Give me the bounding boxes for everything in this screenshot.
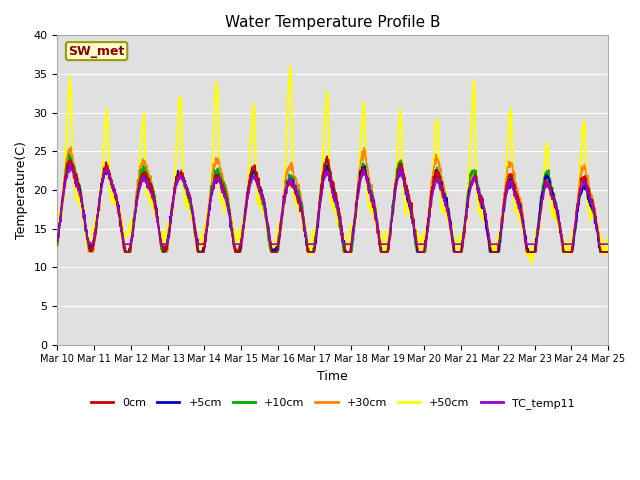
+30cm (84, 249, 92, 255)
+30cm (54, 243, 61, 249)
Title: Water Temperature Profile B: Water Temperature Profile B (225, 15, 440, 30)
0cm (54, 239, 61, 244)
+5cm (123, 249, 131, 255)
+10cm (122, 249, 129, 255)
+30cm (300, 209, 307, 215)
Line: +10cm: +10cm (58, 154, 608, 252)
Legend: 0cm, +5cm, +10cm, +30cm, +50cm, TC_temp11: 0cm, +5cm, +10cm, +30cm, +50cm, TC_temp1… (86, 394, 579, 413)
+5cm (54, 239, 61, 245)
TC_temp11 (66, 160, 74, 166)
0cm (604, 249, 612, 255)
+10cm (300, 211, 307, 217)
+10cm (54, 242, 61, 248)
0cm (287, 178, 295, 184)
+5cm (309, 249, 317, 255)
+5cm (67, 158, 74, 164)
TC_temp11 (86, 241, 94, 247)
TC_temp11 (97, 189, 104, 194)
X-axis label: Time: Time (317, 370, 348, 383)
+5cm (119, 234, 127, 240)
Y-axis label: Temperature(C): Temperature(C) (15, 141, 28, 239)
+10cm (309, 249, 317, 255)
+50cm (287, 63, 294, 69)
0cm (367, 198, 375, 204)
TC_temp11 (309, 241, 317, 247)
Line: +5cm: +5cm (58, 161, 608, 252)
+10cm (604, 249, 612, 255)
+5cm (604, 249, 612, 255)
Line: +30cm: +30cm (58, 147, 608, 252)
+30cm (119, 239, 127, 245)
TC_temp11 (54, 236, 61, 242)
Text: SW_met: SW_met (68, 45, 125, 58)
TC_temp11 (288, 176, 296, 182)
+50cm (527, 261, 535, 266)
+10cm (367, 191, 375, 197)
Line: 0cm: 0cm (58, 156, 608, 252)
+10cm (119, 239, 127, 244)
0cm (118, 234, 126, 240)
+30cm (367, 189, 375, 194)
+5cm (288, 182, 296, 188)
+5cm (367, 192, 375, 198)
+50cm (54, 224, 61, 229)
0cm (323, 153, 331, 159)
+30cm (604, 249, 612, 255)
+10cm (288, 173, 296, 179)
+50cm (118, 222, 126, 228)
+5cm (97, 192, 104, 198)
+30cm (288, 160, 296, 166)
+10cm (65, 151, 72, 157)
+50cm (299, 220, 307, 226)
+50cm (367, 210, 375, 216)
0cm (96, 195, 104, 201)
+50cm (287, 84, 295, 89)
+10cm (97, 188, 104, 193)
TC_temp11 (119, 235, 127, 240)
+50cm (96, 202, 104, 208)
0cm (309, 249, 317, 255)
Line: TC_temp11: TC_temp11 (58, 163, 608, 244)
Line: +50cm: +50cm (58, 66, 608, 264)
TC_temp11 (300, 214, 307, 220)
0cm (299, 215, 307, 221)
+30cm (67, 144, 75, 150)
+50cm (604, 241, 612, 247)
+50cm (309, 235, 317, 240)
+5cm (300, 215, 307, 221)
+30cm (309, 249, 317, 255)
0cm (121, 249, 129, 255)
+30cm (97, 188, 104, 194)
TC_temp11 (604, 241, 612, 247)
TC_temp11 (367, 194, 375, 200)
